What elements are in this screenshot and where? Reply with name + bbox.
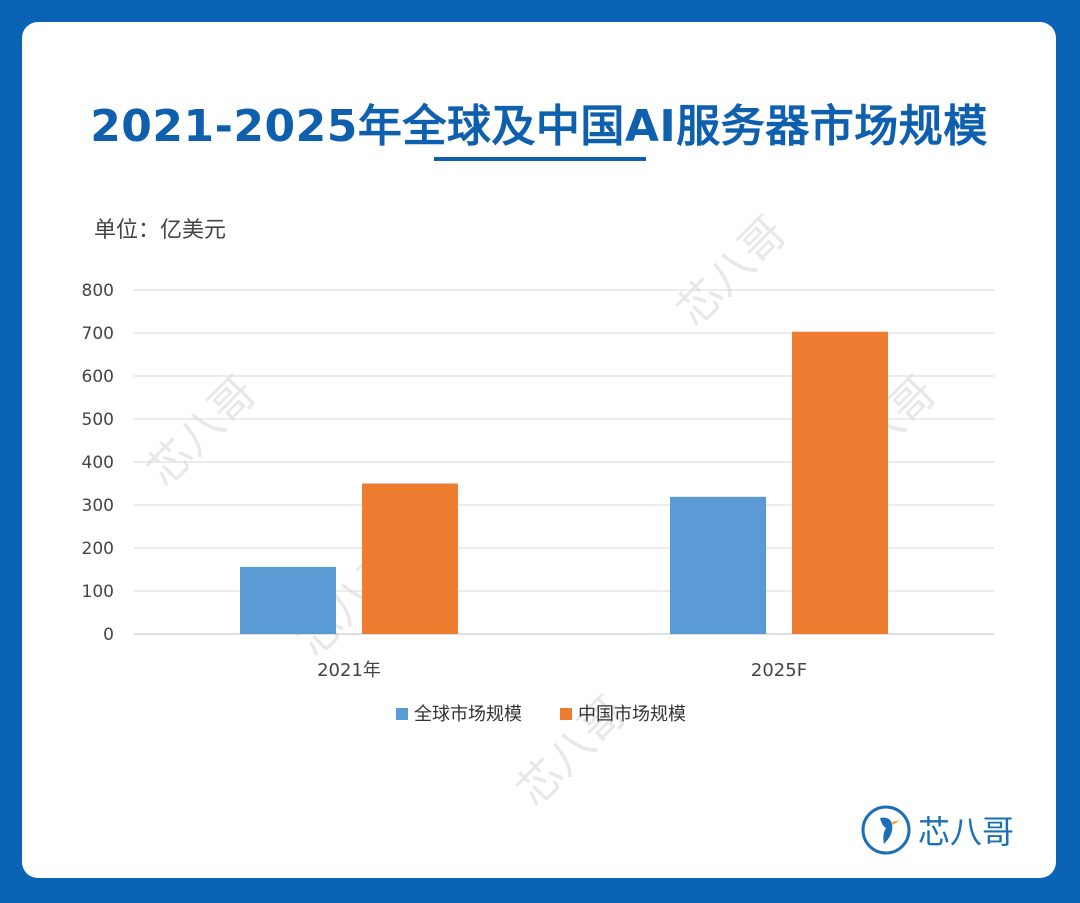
bar-chart: 芯八哥芯八哥芯八哥芯八哥芯八哥 010020030040050060070080…: [82, 207, 994, 816]
bar: [240, 566, 336, 634]
bar: [362, 483, 458, 634]
legend: 全球市场规模 中国市场规模: [396, 704, 686, 725]
y-tick-label: 800: [82, 281, 114, 301]
watermark-text: 芯八哥: [667, 207, 796, 336]
x-axis-ticks: 2021年 2025F: [317, 660, 807, 681]
title-underline: [434, 157, 646, 161]
watermark-text: 芯八哥: [137, 367, 266, 496]
x-tick-label: 2021年: [317, 660, 381, 681]
unit-label: 单位：亿美元: [94, 218, 227, 243]
bars: [240, 331, 888, 634]
y-tick-label: 0: [103, 625, 114, 645]
bird-logo-icon: [861, 805, 911, 855]
legend-swatch: [560, 708, 572, 720]
y-tick-label: 200: [82, 539, 114, 559]
brand-name: 芯八哥: [918, 813, 1015, 851]
legend-label: 中国市场规模: [578, 704, 686, 725]
legend-swatch: [396, 708, 408, 720]
x-tick-label: 2025F: [751, 660, 807, 681]
brand-logo: 芯八哥: [860, 804, 1014, 856]
y-tick-label: 700: [82, 324, 114, 344]
chart-title: 2021-2025年全球及中国AI服务器市场规模: [90, 101, 988, 152]
bar: [792, 331, 888, 634]
y-tick-label: 100: [82, 582, 114, 602]
legend-label: 全球市场规模: [414, 704, 522, 725]
y-tick-label: 300: [82, 496, 114, 516]
y-tick-label: 500: [82, 410, 114, 430]
y-tick-label: 600: [82, 367, 114, 387]
bar: [670, 496, 766, 634]
card: 2021-2025年全球及中国AI服务器市场规模 单位：亿美元 芯八哥 芯八哥 芯八…: [22, 22, 1056, 878]
y-axis-ticks: 0 100 200 300 400 500 600 700 800: [82, 281, 114, 645]
y-tick-label: 400: [82, 453, 114, 473]
